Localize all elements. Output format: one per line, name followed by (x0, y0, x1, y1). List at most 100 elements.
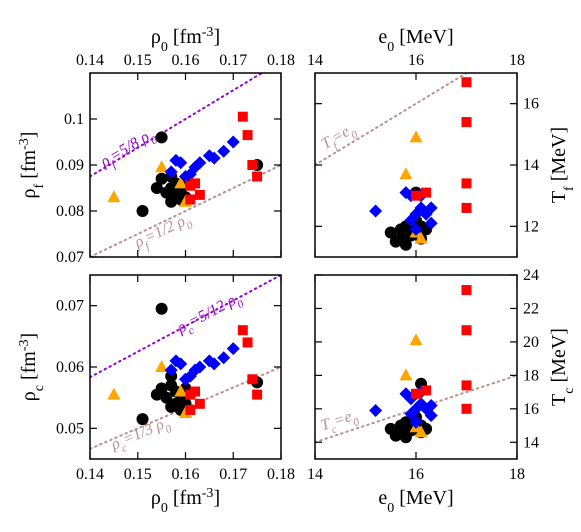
data-point-square (247, 374, 258, 385)
data-point-square (185, 194, 196, 205)
x-tick-label: 0.14 (76, 52, 104, 69)
data-point-square (237, 325, 248, 336)
data-point-diamond (226, 135, 240, 149)
data-point-diamond (174, 357, 188, 371)
y-tick-label: 14 (523, 157, 539, 174)
x-axis-label: e0 [MeV] (378, 26, 453, 55)
data-point-square (190, 386, 201, 397)
data-point-triangle (107, 190, 121, 203)
data-point-diamond (164, 165, 178, 179)
y-tick-label: 16 (523, 401, 539, 418)
data-point-circle (165, 195, 178, 208)
data-point-square (242, 337, 253, 348)
data-point-square (461, 325, 472, 336)
data-point-triangle (409, 130, 423, 143)
y-tick-label: 0.08 (56, 203, 84, 220)
x-axis-label: e0 [MeV] (378, 487, 453, 516)
x-tick-label: 0.17 (219, 466, 247, 483)
data-point-diamond (424, 398, 438, 412)
data-point-square (461, 178, 472, 189)
data-point-diamond (409, 222, 423, 236)
data-point-circle (165, 400, 178, 413)
reference-line-label: ρc=5/12 ρ0 (174, 289, 247, 342)
data-point-circle (394, 232, 407, 245)
data-point-square (461, 77, 472, 88)
x-tick-label: 0.14 (76, 466, 104, 483)
x-tick-label: 14 (307, 52, 323, 69)
data-point-triangle (409, 333, 423, 346)
data-point-square (194, 398, 205, 409)
data-point-diamond (217, 351, 231, 365)
data-point-diamond (217, 144, 231, 158)
x-axis-label: ρ0 [fm-3] (151, 486, 220, 516)
x-tick-label: 16 (408, 52, 424, 69)
data-point-diamond (174, 156, 188, 170)
data-point-circle (160, 391, 173, 404)
data-point-square (252, 171, 263, 182)
data-point-square (461, 202, 472, 213)
x-tick-label: 0.16 (172, 52, 200, 69)
data-point-square (237, 111, 248, 122)
reference-line-label: ρf=5/8 ρ0 (97, 125, 160, 175)
data-point-circle (155, 382, 168, 395)
data-point-triangle (155, 160, 169, 173)
data-point-square (252, 389, 263, 400)
x-tick-label: 0.16 (172, 466, 200, 483)
data-point-diamond (424, 216, 438, 230)
data-point-square (461, 285, 472, 296)
y-axis-label: ρf [fm-3] (17, 132, 47, 199)
data-point-square (242, 130, 253, 141)
x-tick-label: 0.18 (267, 466, 295, 483)
x-tick-label: 18 (509, 466, 525, 483)
data-point-triangle (174, 176, 188, 189)
data-point-square (421, 187, 432, 198)
data-point-triangle (174, 384, 188, 397)
data-point-diamond (207, 357, 221, 371)
y-tick-label: 24 (523, 267, 539, 284)
data-point-circle (155, 172, 168, 185)
data-point-square (411, 190, 421, 201)
y-tick-label: 0.1 (64, 111, 84, 128)
y-tick-label: 22 (523, 300, 539, 317)
y-tick-label: 0.07 (56, 249, 84, 266)
panel-bottom-right: Tc=e0 14 16 18 14 16 18 20 22 24 e0 [MeV] Tc [MeV] (307, 267, 577, 516)
reference-line-label: Tf=e0 (318, 120, 360, 157)
reference-line (315, 73, 469, 166)
y-tick-label: 0.09 (56, 157, 84, 174)
x-tick-label: 16 (408, 466, 424, 483)
data-point-diamond (409, 415, 423, 429)
y-tick-label: 16 (523, 96, 539, 113)
reference-line (90, 275, 281, 379)
y-tick-label: 14 (523, 434, 539, 451)
data-point-square (461, 403, 472, 414)
data-point-square (247, 160, 258, 170)
data-point-diamond (193, 156, 207, 170)
x-tick-label: 0.17 (219, 52, 247, 69)
data-point-diamond (164, 363, 178, 377)
data-point-diamond (226, 342, 240, 356)
x-tick-label: 18 (509, 52, 525, 69)
data-point-circle (136, 205, 149, 217)
data-point-circle (384, 226, 397, 239)
x-tick-label: 0.15 (124, 52, 152, 69)
plot-frame (89, 274, 282, 460)
y-tick-label: 18 (523, 367, 539, 384)
data-point-square (421, 385, 432, 396)
x-tick-label: 14 (307, 466, 323, 483)
x-axis-label: ρ0 [fm-3] (151, 25, 220, 55)
data-point-triangle (155, 360, 169, 372)
data-point-square (185, 404, 196, 415)
data-point-diamond (207, 151, 221, 165)
reference-line (90, 73, 264, 178)
x-tick-label: 0.15 (124, 466, 152, 483)
data-point-diamond (369, 204, 383, 218)
y-tick-label: 0.06 (56, 359, 84, 376)
data-point-square (461, 117, 472, 128)
y-axis-label: Tc [MeV] (548, 328, 577, 406)
data-point-square (461, 380, 472, 391)
data-point-square (411, 388, 421, 399)
y-tick-label: 0.07 (56, 298, 84, 315)
